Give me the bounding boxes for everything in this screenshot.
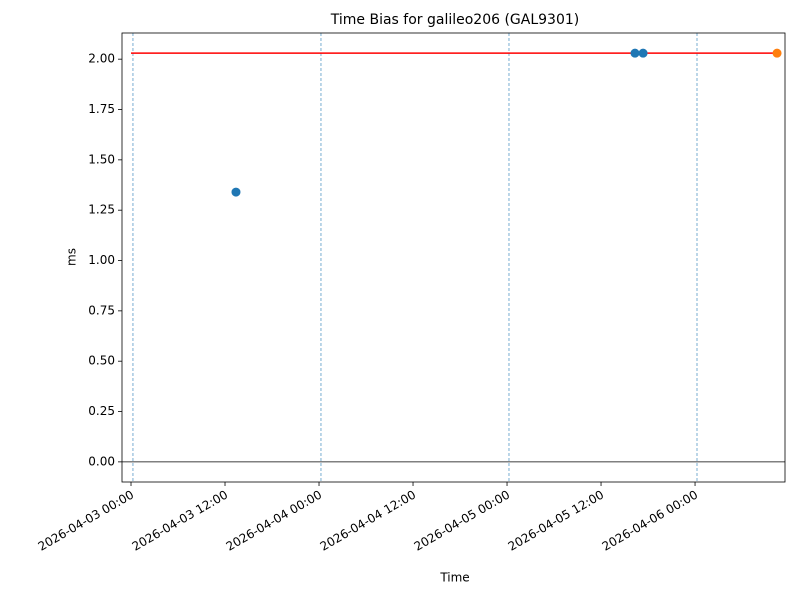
y-tick-label: 1.50 (88, 152, 115, 166)
y-axis-label: ms (65, 248, 79, 266)
y-tick-label: 1.00 (88, 253, 115, 267)
y-tick-label: 1.25 (88, 203, 115, 217)
y-tick-label: 0.00 (88, 454, 115, 468)
y-tick-label: 1.75 (88, 102, 115, 116)
y-tick-label: 0.50 (88, 354, 115, 368)
plot-frame (121, 32, 786, 483)
x-axis-label: Time (439, 571, 469, 585)
chart-title: Time Bias for galileo206 (GAL9301) (330, 12, 580, 28)
data-point (772, 48, 782, 58)
y-tick-label: 0.75 (88, 303, 115, 317)
y-tick-label: 2.00 (88, 52, 115, 66)
data-point (630, 48, 640, 58)
data-point (231, 187, 241, 197)
data-point (638, 48, 648, 58)
y-tick-label: 0.25 (88, 404, 115, 418)
